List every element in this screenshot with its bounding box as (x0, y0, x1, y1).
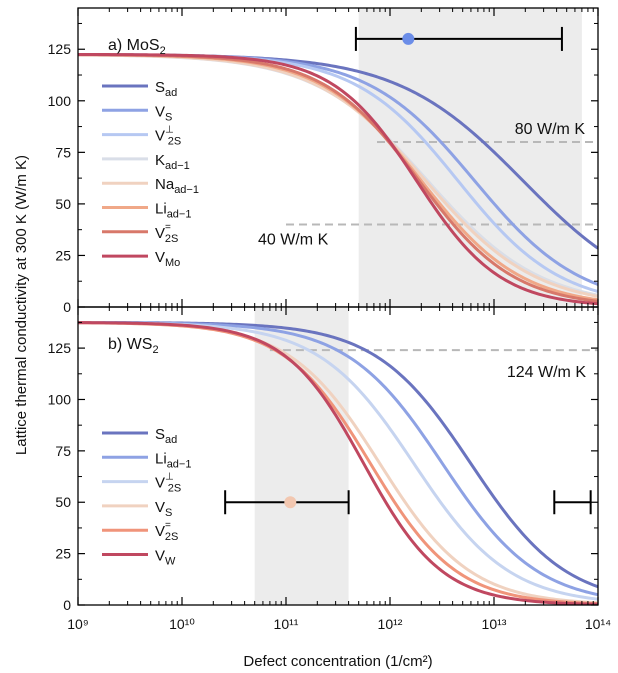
plot-area (78, 8, 598, 307)
legend-item: Kad−1 (102, 152, 190, 172)
x-tick-label: 10⁹ (67, 616, 89, 632)
series-line-vw (78, 321, 598, 605)
y-axis-label: Lattice thermal conductivity at 300 K (W… (13, 155, 30, 455)
series-line-vmo (78, 52, 598, 306)
legend-label: V= 2S (155, 222, 178, 245)
experiment-point (284, 496, 297, 509)
legend-label: VMo (155, 249, 180, 269)
legend-item: VS (102, 499, 172, 519)
legend-item: V⊥ 2S (102, 125, 181, 148)
legend-label: VS (155, 103, 172, 123)
legend-item: Liad−1 (102, 201, 191, 221)
y-tick-label: 75 (55, 443, 71, 459)
x-tick-label: 10¹⁰ (169, 616, 195, 632)
panel-ws2: 0 25 50 75 100 125 10⁹ 10¹⁰ 10¹¹ 10¹² 10¹³ 10¹⁴ b) W… (48, 306, 611, 632)
x-tick-label: 10¹¹ (274, 616, 299, 632)
legend-item: Sad (102, 79, 177, 99)
reference-line-label: 124 W/m K (507, 364, 586, 381)
legend-item: V= 2S (102, 520, 178, 543)
y-tick-label: 50 (55, 196, 71, 212)
x-tick-label: 10¹⁴ (585, 616, 611, 632)
y-tick-label: 125 (48, 41, 72, 57)
y-tick-label: 25 (55, 546, 71, 562)
legend-label: Liad−1 (155, 201, 191, 221)
experiment-point (402, 32, 415, 45)
y-tick-label: 50 (55, 494, 71, 510)
y-tick-label: 100 (48, 93, 72, 109)
legend-item: Liad−1 (102, 450, 191, 470)
x-tick-label: 10¹² (378, 616, 403, 632)
y-tick-label: 125 (48, 340, 72, 356)
experiment-errorbar (224, 490, 350, 515)
shaded-band (254, 307, 349, 605)
legend-label: Kad−1 (155, 152, 190, 172)
legend-item: VS (102, 103, 172, 123)
legend-item: Naad−1 (102, 176, 199, 196)
y-tick-label: 25 (55, 247, 71, 263)
experiment-errorbar (354, 26, 563, 51)
reference-line-label: 40 W/m K (258, 232, 329, 249)
legend: Sad Liad−1V⊥ 2S VSV= 2S VW (102, 426, 191, 568)
legend-item: V= 2S (102, 222, 178, 245)
legend-item: VMo (102, 249, 180, 269)
legend-label: Sad (155, 426, 177, 446)
x-tick-label: 10¹³ (482, 616, 507, 632)
legend-label: Naad−1 (155, 176, 199, 196)
y-tick-label: 75 (55, 144, 71, 160)
legend-item: VW (102, 548, 176, 568)
plot-frame (77, 306, 599, 606)
legend-label: V⊥ 2S (155, 472, 181, 495)
panel-mos2: 0 25 50 75 100 125 a) MoS2 Sad VSV⊥ 2S Kad−1 Naad−1… (48, 7, 599, 315)
legend: Sad VSV⊥ 2S Kad−1 Naad−1 Liad−1V= 2S VMo (102, 79, 199, 269)
panel-title: b) WS2 (108, 336, 159, 356)
legend-label: Liad−1 (155, 450, 191, 470)
legend-label: V⊥ 2S (155, 125, 181, 148)
legend-item: V⊥ 2S (102, 472, 181, 495)
y-tick-label: 100 (48, 391, 72, 407)
experiment-errorbar (553, 490, 592, 515)
legend-item: Sad (102, 426, 177, 446)
y-tick-label: 0 (63, 299, 71, 315)
y-tick-label: 0 (63, 597, 71, 613)
x-axis-label: Defect concentration (1/cm²) (243, 653, 432, 670)
legend-label: VW (155, 548, 176, 568)
reference-line-label: 80 W/m K (515, 121, 586, 138)
legend-label: VS (155, 499, 172, 519)
plot-area (78, 307, 598, 605)
panel-title: a) MoS2 (108, 37, 166, 57)
legend-label: V= 2S (155, 520, 178, 543)
legend-label: Sad (155, 79, 177, 99)
